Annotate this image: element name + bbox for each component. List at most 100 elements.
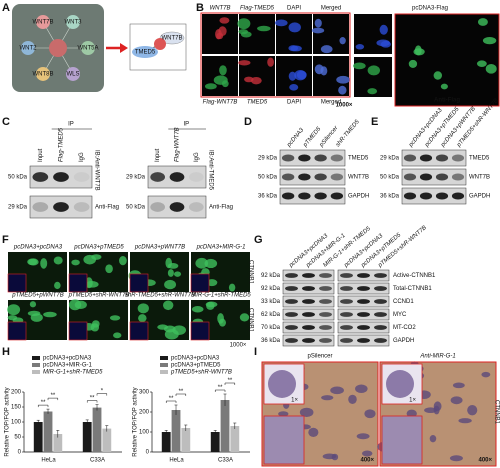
magnification: 1000× [230, 343, 247, 349]
band [330, 154, 344, 162]
lane-label: Input [38, 148, 44, 162]
bracket [165, 400, 177, 403]
frame [261, 361, 379, 467]
cell [7, 304, 21, 316]
node-label: WNT8B [33, 72, 54, 78]
cell [482, 36, 497, 45]
cell [84, 280, 99, 288]
band [374, 273, 387, 278]
lane-label: IgG [79, 152, 85, 162]
cell [429, 434, 437, 443]
bracket [214, 389, 226, 392]
cell [54, 281, 61, 290]
cell [113, 332, 122, 339]
size-label: 29 kDa [126, 175, 146, 181]
cell [219, 65, 227, 76]
cell [29, 301, 37, 308]
band [319, 338, 332, 343]
band [340, 286, 353, 291]
band [302, 273, 315, 278]
column-label: Merged [321, 6, 341, 12]
legend-swatch [160, 363, 168, 367]
control-title: pcDNA3-Flag [412, 6, 448, 12]
cell [320, 45, 333, 54]
band [319, 325, 332, 330]
legend-swatch [32, 363, 40, 367]
bar [53, 434, 63, 452]
protein-label: GAPDH [469, 194, 490, 200]
band [302, 299, 315, 304]
bracket [47, 397, 59, 401]
cell [424, 407, 438, 414]
band [419, 173, 433, 181]
panel-label: C [2, 116, 10, 128]
cell [485, 64, 497, 74]
significance: ** [169, 396, 174, 402]
inset [7, 273, 27, 293]
bracket [96, 393, 108, 396]
y-tick-label: 0 [146, 450, 150, 456]
x-tick-label: C33A [218, 458, 233, 464]
significance: ** [51, 393, 56, 399]
error-bar [56, 430, 60, 438]
condition-label: MIR-G-1+shR-TMED5 [191, 293, 251, 299]
lane-label: Input [155, 148, 161, 162]
cell [452, 382, 465, 389]
legend-swatch [160, 370, 168, 374]
band [435, 154, 449, 162]
protein-label: MT-CO2 [393, 325, 416, 331]
size-label: 92 kDa [261, 273, 281, 279]
cell [433, 71, 443, 80]
column-label: Merged [321, 100, 341, 106]
band [374, 299, 387, 304]
x-tick-label: HeLa [169, 458, 184, 464]
cell [40, 258, 48, 269]
significance: ** [90, 396, 95, 402]
band [357, 338, 370, 343]
cell [355, 44, 365, 50]
cell [477, 18, 488, 26]
cell [314, 18, 322, 28]
band [435, 192, 449, 200]
band [451, 173, 465, 181]
inset [381, 415, 423, 465]
band [357, 286, 370, 291]
protein-label: Total-CTNNB1 [393, 286, 432, 292]
node [132, 46, 158, 58]
cell [91, 254, 102, 260]
band [281, 192, 295, 200]
frame [379, 361, 497, 467]
cell [173, 271, 182, 277]
band [330, 173, 344, 181]
node [21, 41, 35, 55]
cell [336, 75, 350, 84]
cell [219, 17, 230, 24]
band [403, 173, 417, 181]
y-tick-label: 150 [11, 405, 22, 411]
cell [206, 301, 215, 310]
band [357, 325, 370, 330]
cell [274, 19, 288, 27]
cell [239, 313, 250, 322]
cell [308, 427, 319, 438]
blot [279, 168, 346, 186]
band [32, 172, 49, 182]
band [319, 312, 332, 317]
bar [43, 411, 53, 452]
bar [161, 432, 171, 452]
size-label: 36 kDa [380, 194, 400, 200]
cell [331, 453, 339, 461]
bracket [86, 400, 98, 403]
legend-swatch [32, 370, 40, 374]
inset [7, 321, 27, 341]
legend-swatch [160, 356, 168, 360]
cell [338, 85, 347, 95]
cell [119, 256, 127, 266]
cell [167, 269, 174, 277]
band [419, 192, 433, 200]
cell [314, 64, 324, 75]
cell [164, 279, 177, 290]
ip-label: IP [183, 122, 189, 128]
column-label: DAPI [287, 100, 301, 106]
condition-label: pcDNA3+pWNT7B [134, 245, 185, 251]
